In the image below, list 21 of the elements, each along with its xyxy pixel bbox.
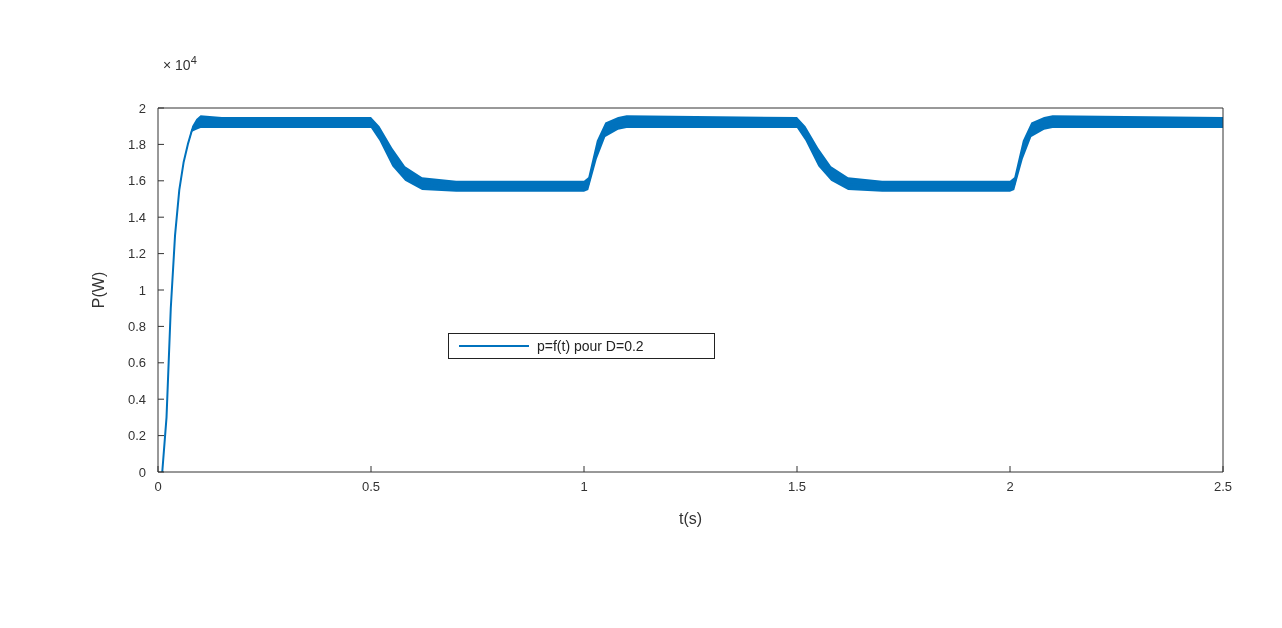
text: × 10$^{4}$: [163, 54, 197, 73]
x-tick-label: 1: [580, 479, 588, 495]
legend-label: p=f(t) pour D=0.2: [537, 338, 645, 354]
y-axis-title: P(W): [89, 271, 107, 309]
y-tick-label: 0.6: [127, 355, 146, 371]
x-tick-label: 2: [1006, 479, 1014, 495]
x-tick-label: 0: [154, 479, 162, 495]
x-axis-title: t(s): [678, 510, 703, 527]
y-tick-label: 2: [138, 100, 146, 116]
x-tick-label: 1.5: [787, 479, 807, 495]
y-tick-label: 1: [138, 282, 146, 298]
y-tick-label: 0.8: [127, 319, 146, 335]
x-tick-label: 0.5: [361, 479, 381, 495]
y-tick-label: 0: [138, 464, 146, 480]
x-tick-label: 2.5: [1213, 479, 1233, 495]
y-tick-label: 1.4: [127, 209, 146, 225]
y-tick-label: 1.2: [127, 246, 146, 262]
y-tick-label: 0.4: [127, 391, 146, 407]
y-tick-label: 1.6: [127, 173, 146, 189]
y-tick-label: 0.2: [127, 428, 146, 444]
y-tick-label: 1.8: [127, 137, 146, 153]
